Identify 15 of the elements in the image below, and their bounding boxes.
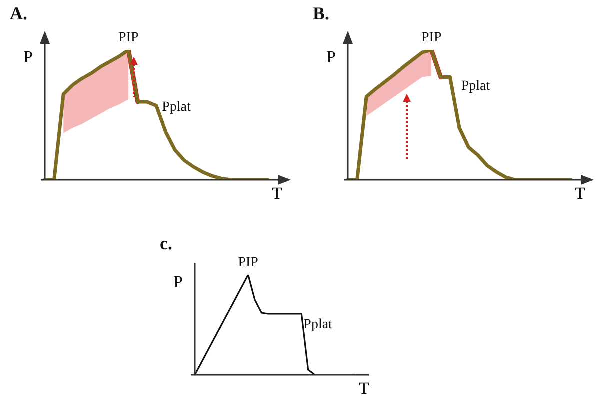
annotation: Pplat	[162, 100, 191, 115]
annotation: PIP	[238, 256, 259, 271]
annotation: PIP	[422, 30, 442, 46]
x-axis-title: T	[575, 184, 586, 203]
chart-title: A.	[10, 4, 28, 24]
annotation: Pplat	[304, 318, 333, 333]
y-axis-title: P	[24, 47, 33, 66]
chart-title: B.	[313, 4, 330, 24]
annotation: PIP	[118, 30, 139, 46]
chart-title: c.	[160, 234, 172, 254]
y-axis-title: P	[326, 47, 336, 66]
x-axis-title: T	[359, 378, 370, 398]
annotation: Pplat	[461, 79, 490, 94]
x-axis-title: T	[272, 184, 283, 203]
y-axis-title: P	[174, 272, 183, 292]
